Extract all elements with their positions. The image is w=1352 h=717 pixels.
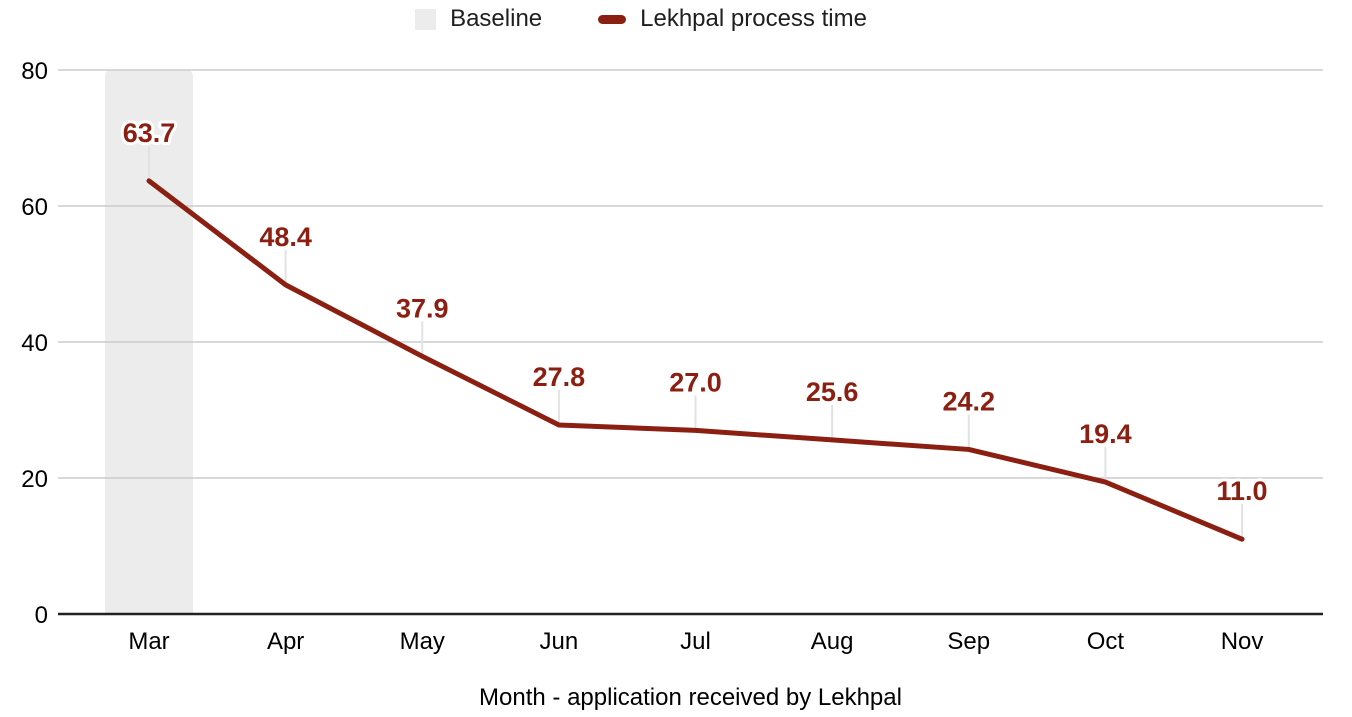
line-series-swatch-icon [598, 14, 627, 24]
y-tick-label: 40 [21, 330, 48, 357]
x-tick-label: Jun [540, 628, 579, 655]
x-tick-label: Mar [128, 628, 169, 655]
data-label: 25.6 [806, 377, 859, 407]
x-tick-label: Nov [1221, 628, 1264, 655]
data-label: 63.7 [123, 118, 176, 148]
x-axis-title: Month - application received by Lekhpal [479, 684, 902, 711]
legend-label-lekhpal-process-time: Lekhpal process time [640, 5, 867, 32]
x-tick-label: Apr [267, 628, 304, 655]
legend-item-baseline: Baseline [415, 7, 542, 31]
baseline-swatch-icon [415, 8, 437, 30]
data-label: 19.4 [1079, 419, 1132, 449]
data-label: 37.9 [396, 293, 449, 323]
y-tick-label: 80 [21, 58, 48, 85]
y-tick-label: 0 [35, 602, 48, 629]
legend-label-baseline: Baseline [450, 5, 543, 32]
y-tick-label: 20 [21, 466, 48, 493]
y-tick-label: 60 [21, 194, 48, 221]
data-label: 11.0 [1217, 476, 1268, 506]
x-tick-label: Sep [947, 628, 990, 655]
x-tick-label: May [400, 628, 445, 655]
x-tick-label: Oct [1087, 628, 1125, 655]
chart-legend: Baseline Lekhpal process time [0, 3, 1352, 35]
data-label: 27.8 [533, 362, 586, 392]
data-label: 27.0 [669, 367, 722, 397]
data-label: 48.4 [259, 222, 312, 252]
series-line-lekhpal-process-time [146, 178, 1245, 542]
data-label: 24.2 [942, 386, 995, 416]
x-tick-label: Aug [811, 628, 854, 655]
legend-item-lekhpal-process-time: Lekhpal process time [598, 7, 867, 31]
x-tick-label: Jul [680, 628, 711, 655]
